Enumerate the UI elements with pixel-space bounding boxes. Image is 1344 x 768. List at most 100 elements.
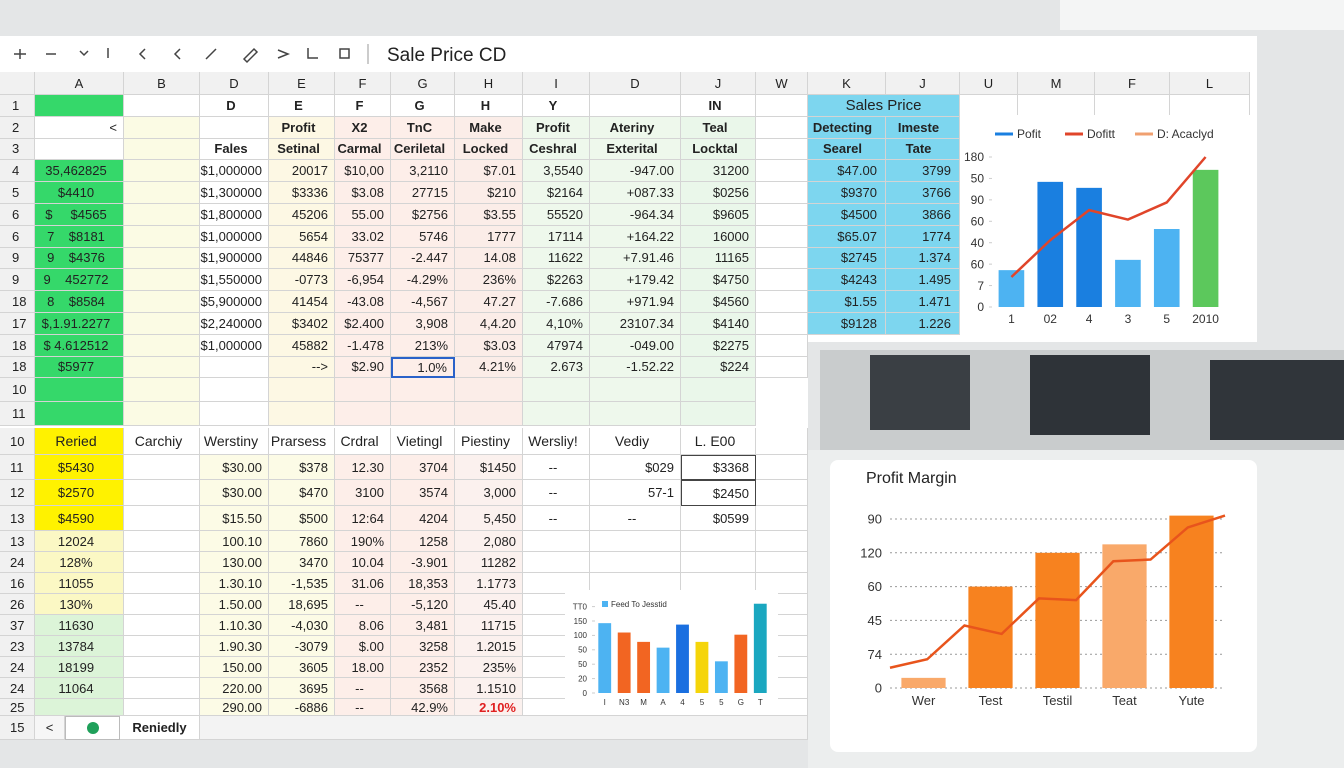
row-number: 3 — [0, 138, 35, 161]
cell: 150.00 — [200, 657, 269, 678]
x-tick-label: Wer — [912, 693, 936, 708]
y-tick-label: 50 — [971, 172, 985, 186]
cell — [200, 356, 269, 379]
x-tick-label: T — [758, 698, 763, 707]
x-tick-label: 5 — [700, 698, 705, 707]
cell: Vediy — [590, 428, 681, 455]
cell — [124, 636, 200, 657]
cell — [756, 138, 808, 161]
cell: $1,300000 — [200, 182, 269, 204]
x-tick-label: G — [738, 698, 744, 707]
cell: 3605 — [269, 657, 335, 678]
cell — [269, 378, 335, 402]
row-number: 24 — [0, 552, 35, 573]
cell: Ceriletal — [391, 138, 455, 161]
cell: $1,000000 — [200, 225, 269, 248]
cell: 1.10.30 — [200, 615, 269, 636]
cell: -1.478 — [335, 334, 391, 357]
cell: 1.0% — [391, 356, 455, 379]
cell — [756, 552, 808, 573]
cell: 45206 — [269, 204, 335, 226]
x-tick-label: I — [604, 698, 606, 707]
x-tick-label: 02 — [1044, 312, 1058, 326]
cell — [756, 334, 808, 357]
sheet-tab-icon[interactable] — [65, 716, 120, 740]
cell: 1.50.00 — [200, 594, 269, 615]
cell: E — [269, 95, 335, 117]
y-tick-label: 50 — [578, 660, 587, 669]
cell — [35, 402, 124, 426]
cell: 3695 — [269, 678, 335, 699]
cell: 1774 — [886, 225, 960, 248]
cell — [124, 291, 200, 313]
cell: 57-1 — [590, 480, 681, 506]
corner — [0, 72, 35, 95]
cell: 1.495 — [886, 269, 960, 292]
sheet-nav[interactable]: < — [35, 716, 65, 740]
cell: 4204 — [391, 506, 455, 531]
cell — [335, 402, 391, 426]
sheet-tab[interactable]: Reniedly — [120, 716, 200, 740]
cell: 1.471 — [886, 291, 960, 313]
row-number: 10 — [0, 378, 35, 402]
cell: $5430 — [35, 455, 124, 480]
bar — [637, 641, 651, 693]
cell: Locked — [455, 138, 523, 161]
cell: $224 — [681, 356, 756, 379]
cell: 47.27 — [455, 291, 523, 313]
cell: 18,353 — [391, 573, 455, 594]
cell — [124, 225, 200, 248]
cell: 12:64 — [335, 506, 391, 531]
cell — [124, 455, 200, 480]
cell: --> — [269, 356, 335, 379]
cell: 11630 — [35, 615, 124, 636]
cell: $3.03 — [455, 334, 523, 357]
cell: 23107.34 — [590, 313, 681, 335]
y-tick-label: 0 — [875, 681, 882, 696]
cell: $,1.91.2277 — [35, 313, 124, 335]
cell: -6,954 — [335, 269, 391, 292]
cell: 3258 — [391, 636, 455, 657]
cell — [455, 378, 523, 402]
cell: -43.08 — [335, 291, 391, 313]
cell: 16000 — [681, 225, 756, 248]
cell: +179.42 — [590, 269, 681, 292]
legend-label: Dofitt — [1087, 127, 1116, 141]
cell — [590, 531, 681, 552]
cell — [756, 160, 808, 183]
cell: -1.52.22 — [590, 356, 681, 379]
cell: $2275 — [681, 334, 756, 357]
row-number: 11 — [0, 455, 35, 480]
cell — [756, 116, 808, 139]
cell — [124, 678, 200, 699]
cell — [756, 455, 808, 480]
column-header: F — [1095, 72, 1170, 95]
cell: 35,462825 — [35, 160, 124, 183]
column-header: M — [1018, 72, 1095, 95]
cell: $2263 — [523, 269, 590, 292]
cell — [523, 552, 590, 573]
cell: $ $4565 — [35, 204, 124, 226]
bar — [617, 632, 631, 693]
cell: 11165 — [681, 247, 756, 270]
cell: 1777 — [455, 225, 523, 248]
cell: -2.447 — [391, 247, 455, 270]
bar — [676, 624, 689, 693]
cell: Werstiny — [200, 428, 269, 455]
bar — [753, 603, 767, 693]
cell: +087.33 — [590, 182, 681, 204]
cell: $4500 — [808, 204, 886, 226]
cell: -- — [523, 480, 590, 506]
cell: $15.50 — [200, 506, 269, 531]
cell: $4590 — [35, 506, 124, 531]
row-number: 18 — [0, 356, 35, 379]
x-tick-label: 4 — [1086, 312, 1093, 326]
cell: $1,900000 — [200, 247, 269, 270]
y-tick-label: 100 — [574, 631, 588, 640]
legend-label: D: Acaclyd — [1157, 127, 1214, 141]
cell: $0256 — [681, 182, 756, 204]
cell: $3368 — [681, 455, 756, 480]
bar — [1153, 229, 1180, 307]
cell: 3704 — [391, 455, 455, 480]
cell: $210 — [455, 182, 523, 204]
